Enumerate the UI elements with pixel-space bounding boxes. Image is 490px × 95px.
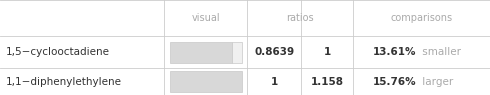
Text: 1: 1 [323,47,331,57]
Text: 0.8639: 0.8639 [254,47,294,57]
Text: 15.76%: 15.76% [373,77,416,87]
Text: comparisons: comparisons [391,13,452,23]
Text: ratios: ratios [286,13,314,23]
Bar [232,42,242,63]
Text: smaller: smaller [419,47,461,57]
Text: 1: 1 [271,77,278,87]
Text: 1,1−diphenylethylene: 1,1−diphenylethylene [6,77,122,87]
Text: visual: visual [192,13,220,23]
Bar [170,42,232,63]
Text: 1.158: 1.158 [311,77,343,87]
Text: 13.61%: 13.61% [373,47,416,57]
Bar [170,71,242,92]
Text: 1,5−cyclooctadiene: 1,5−cyclooctadiene [6,47,110,57]
Text: larger: larger [419,77,453,87]
